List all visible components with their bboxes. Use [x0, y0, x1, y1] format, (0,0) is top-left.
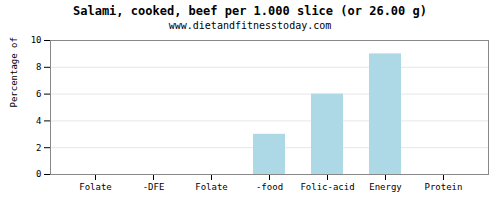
svg-text:6: 6 — [36, 89, 41, 99]
svg-text:Energy: Energy — [369, 182, 402, 192]
svg-text:0: 0 — [36, 169, 41, 179]
svg-text:10: 10 — [31, 35, 42, 45]
html-text:Salami, cooked, beef per 1.000: Salami, cooked, beef per 1.000 slice (or… — [73, 4, 427, 18]
svg-text:-DFE: -DFE — [143, 182, 165, 192]
svg-text:2: 2 — [36, 143, 41, 153]
svg-text:Protein: Protein — [425, 182, 463, 192]
html-text:www.dietandfitnesstoday.com: www.dietandfitnesstoday.com — [168, 20, 332, 31]
svg-text:Folate: Folate — [195, 182, 228, 192]
svg-text:-food: -food — [256, 182, 283, 192]
svg-text:4: 4 — [36, 116, 41, 126]
svg-text:Folic-acid: Folic-acid — [300, 182, 354, 192]
svg-text:8: 8 — [36, 62, 41, 72]
svg-text:Folate: Folate — [79, 182, 112, 192]
svg-text:Percentage of RDH (%): Percentage of RDH (%) — [9, 32, 19, 108]
